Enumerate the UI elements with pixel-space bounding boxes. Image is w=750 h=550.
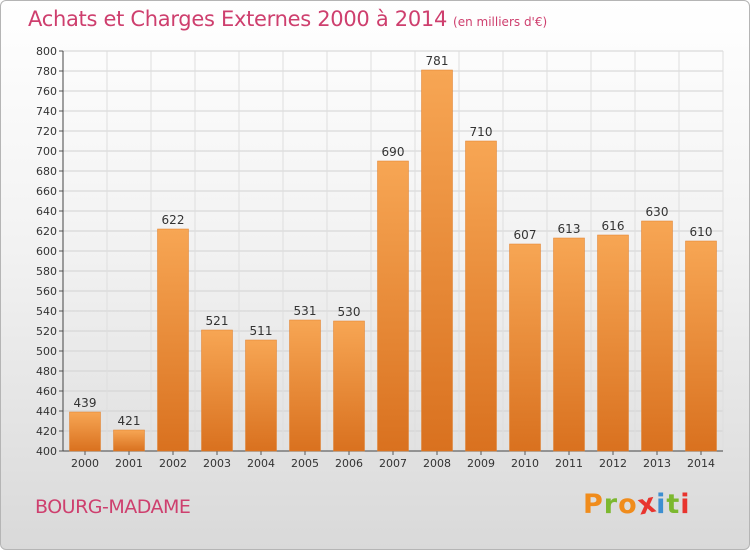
y-tick-label: 500: [36, 345, 57, 358]
value-label-2007: 690: [382, 145, 405, 159]
y-tick-label: 640: [36, 205, 57, 218]
city-name: BOURG-MADAME: [35, 496, 191, 518]
y-tick-label: 660: [36, 185, 57, 198]
value-label-2014: 610: [690, 225, 713, 239]
title-text: Achats et Charges Externes 2000 à 2014: [28, 7, 448, 31]
y-tick-label: 440: [36, 405, 57, 418]
bar-2011: [553, 237, 585, 452]
x-tick-label-2003: 2003: [203, 457, 231, 470]
y-tick-label: 700: [36, 145, 57, 158]
y-tick-label: 680: [36, 165, 57, 178]
y-tick-label: 600: [36, 245, 57, 258]
x-tick-label-2002: 2002: [159, 457, 187, 470]
bar-2006: [333, 320, 365, 452]
brand-letter: r: [603, 489, 619, 520]
x-tick-label-2006: 2006: [335, 457, 363, 470]
chart-subtitle: (en milliers d'€): [453, 15, 548, 29]
bar-2001: [113, 429, 145, 452]
x-tick-label-2001: 2001: [115, 457, 143, 470]
data-labels: 439 421 622 521 511 531 530 690 781 710 607 613 616 6…: [74, 54, 713, 428]
x-tick-label-2012: 2012: [599, 457, 627, 470]
y-tick-label: 400: [36, 445, 57, 458]
y-tick-label: 560: [36, 285, 57, 298]
value-label-2003: 521: [206, 314, 229, 328]
value-label-2006: 530: [338, 305, 361, 319]
x-tick-label-2009: 2009: [467, 457, 495, 470]
brand-letter: o: [618, 489, 638, 520]
brand-letter: t: [666, 489, 681, 520]
bar-2002: [157, 228, 189, 452]
bar-2009: [465, 140, 497, 452]
bar-2007: [377, 160, 409, 452]
x-tick-label-2008: 2008: [423, 457, 451, 470]
value-label-2004: 511: [250, 324, 273, 338]
x-tick-label-2011: 2011: [555, 457, 583, 470]
y-tick-label: 540: [36, 305, 57, 318]
value-label-2001: 421: [118, 414, 141, 428]
x-tick-label-2010: 2010: [511, 457, 539, 470]
y-tick-label: 780: [36, 65, 57, 78]
value-label-2010: 607: [514, 228, 537, 242]
bar-2000: [69, 411, 101, 452]
bar-2008: [421, 69, 453, 452]
bar-2004: [245, 339, 277, 452]
axes: 400 420 440 460 480 500 520 540 560 580 600 620 640 6…: [36, 45, 723, 470]
bar-2013: [641, 220, 673, 452]
value-label-2011: 613: [558, 222, 581, 236]
y-tick-label: 620: [36, 225, 57, 238]
brand-letter: i: [656, 489, 667, 520]
x-tick-label-2014: 2014: [687, 457, 715, 470]
value-label-2013: 630: [646, 205, 669, 219]
y-tick-label: 460: [36, 385, 57, 398]
value-label-2000: 439: [74, 396, 97, 410]
chart-title: Achats et Charges Externes 2000 à 2014 (e…: [28, 7, 547, 31]
x-tick-label-2004: 2004: [247, 457, 275, 470]
y-tick-label: 420: [36, 425, 57, 438]
x-tick-label-2013: 2013: [643, 457, 671, 470]
bar-2003: [201, 329, 233, 452]
x-tick-label-2000: 2000: [71, 457, 99, 470]
y-tick-label: 720: [36, 125, 57, 138]
value-label-2012: 616: [602, 219, 625, 233]
y-tick-label: 520: [36, 325, 57, 338]
brand-letter: P: [583, 489, 604, 520]
bar-2005: [289, 319, 321, 452]
y-tick-label: 740: [36, 105, 57, 118]
bar-2012: [597, 234, 629, 452]
y-tick-label: 800: [36, 45, 57, 58]
brand-letter: i: [680, 489, 691, 520]
bar-2014: [685, 240, 717, 452]
value-label-2005: 531: [294, 304, 317, 318]
y-tick-label: 760: [36, 85, 57, 98]
y-tick-label: 480: [36, 365, 57, 378]
value-label-2009: 710: [470, 125, 493, 139]
value-label-2008: 781: [426, 54, 449, 68]
proxiti-logo[interactable]: Proxiti: [583, 487, 691, 521]
value-label-2002: 622: [162, 213, 185, 227]
bars: [69, 69, 717, 452]
y-tick-label: 580: [36, 265, 57, 278]
bar-2010: [509, 243, 541, 452]
x-tick-label-2005: 2005: [291, 457, 319, 470]
x-tick-label-2007: 2007: [379, 457, 407, 470]
